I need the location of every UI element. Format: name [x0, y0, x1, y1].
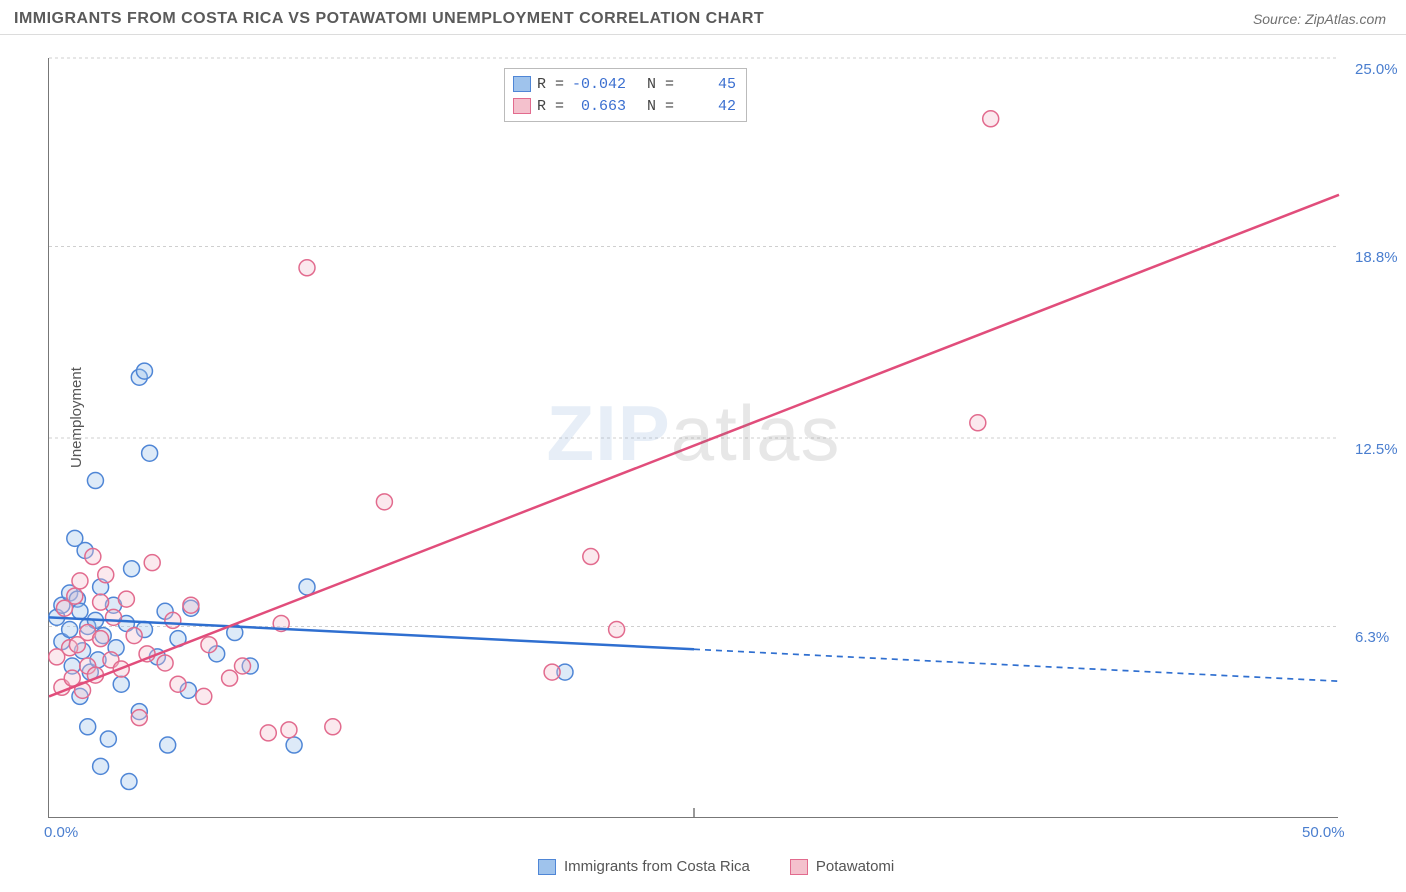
bottom-legend-label-0: Immigrants from Costa Rica: [564, 858, 750, 875]
legend-swatch-series-0: [513, 76, 531, 92]
stats-row-series-0: R = -0.042 N = 45: [513, 73, 736, 95]
stat-r-label: R =: [537, 98, 564, 115]
title-bar: IMMIGRANTS FROM COSTA RICA VS POTAWATOMI…: [0, 0, 1406, 35]
y-tick-label: 6.3%: [1355, 629, 1368, 646]
stat-n-value-1: 42: [680, 98, 736, 115]
stat-n-value-0: 45: [680, 76, 736, 93]
bottom-swatch-1: [790, 859, 808, 875]
y-tick-label: 25.0%: [1355, 61, 1368, 78]
stat-n-label: N =: [647, 98, 674, 115]
stat-r-value-0: -0.042: [570, 76, 626, 93]
stat-r-value-1: 0.663: [570, 98, 626, 115]
bottom-legend-label-1: Potawatomi: [816, 858, 894, 875]
stat-n-label: N =: [647, 76, 674, 93]
stats-row-series-1: R = 0.663 N = 42: [513, 95, 736, 117]
chart-container: Unemployment ZIPatlas R = -0.042 N = 45 …: [48, 48, 1368, 834]
bottom-legend-item-0: Immigrants from Costa Rica: [538, 858, 750, 875]
stat-r-label: R =: [537, 76, 564, 93]
legend-swatch-series-1: [513, 98, 531, 114]
y-tick-label: 18.8%: [1355, 249, 1368, 266]
source-attribution: Source: ZipAtlas.com: [1253, 11, 1386, 27]
stats-legend: R = -0.042 N = 45 R = 0.663 N = 42: [504, 68, 747, 122]
y-tick-label: 12.5%: [1355, 441, 1368, 458]
bottom-legend: Immigrants from Costa Rica Potawatomi: [538, 858, 894, 875]
bottom-swatch-0: [538, 859, 556, 875]
plot-area: ZIPatlas R = -0.042 N = 45 R = 0.663 N =…: [48, 58, 1338, 818]
x-tick-min: 0.0%: [44, 824, 78, 841]
x-tick-max: 50.0%: [1302, 824, 1345, 841]
scatter-plot-svg: [49, 58, 1338, 817]
chart-title: IMMIGRANTS FROM COSTA RICA VS POTAWATOMI…: [14, 10, 764, 28]
bottom-legend-item-1: Potawatomi: [790, 858, 894, 875]
